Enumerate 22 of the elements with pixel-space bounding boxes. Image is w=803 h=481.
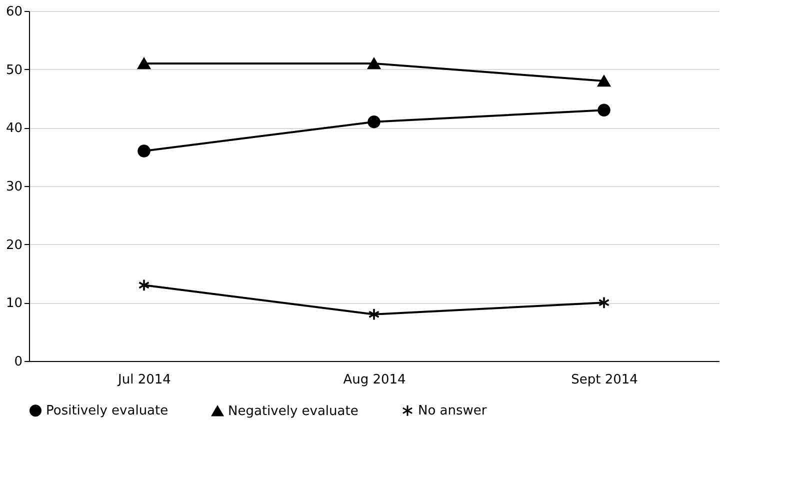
- y-tick-label: 40: [6, 121, 22, 136]
- point: [368, 58, 380, 70]
- x-tick-label: Sept 2014: [571, 372, 638, 388]
- legend-label: No answer: [418, 404, 488, 419]
- y-tick-label: 20: [6, 238, 22, 253]
- y-tick-label: 10: [6, 296, 22, 312]
- point: [368, 115, 380, 128]
- point: [368, 308, 380, 321]
- legend-label: Positively evaluate: [46, 404, 168, 419]
- legend-label: Negatively evaluate: [228, 404, 358, 419]
- point: [598, 75, 610, 87]
- point: [598, 296, 610, 310]
- point: [138, 278, 150, 292]
- point: [598, 104, 610, 117]
- x-tick-label: Aug 2014: [343, 372, 406, 388]
- point: [138, 58, 150, 70]
- y-tick-label: 0: [14, 354, 22, 370]
- y-tick-label: 50: [6, 62, 22, 78]
- y-tick-label: 60: [6, 4, 22, 20]
- x-tick-label: Jul 2014: [117, 372, 171, 388]
- point: [138, 144, 150, 158]
- y-tick-label: 30: [6, 180, 22, 194]
